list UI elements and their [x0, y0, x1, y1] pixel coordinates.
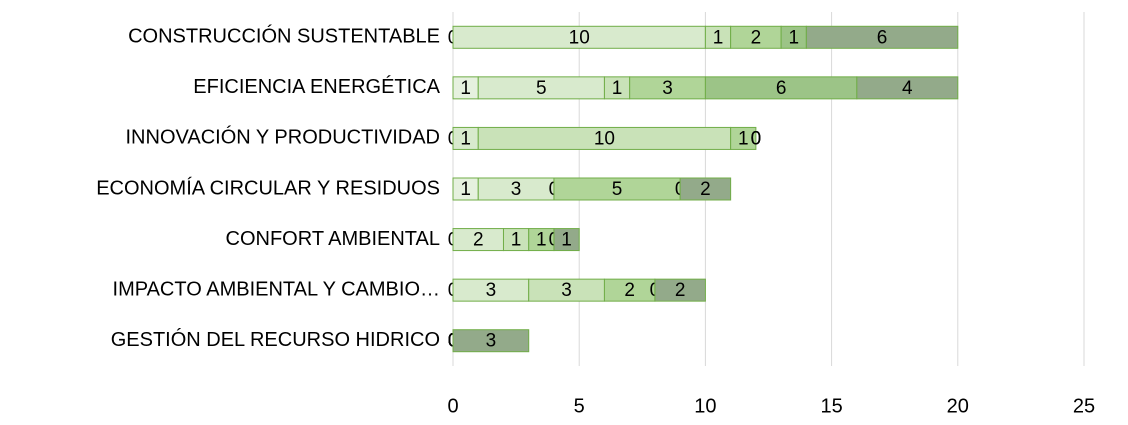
category-label: CONSTRUCCIÓN SUSTENTABLE — [128, 25, 440, 48]
category-label: INNOVACIÓN Y PRODUCTIVIDAD — [126, 126, 441, 149]
category-label: GESTIÓN DEL RECURSO HIDRICO — [111, 328, 440, 351]
category-label: EFICIENCIA ENERGÉTICA — [193, 75, 440, 98]
data-label: 0 — [751, 128, 762, 149]
data-label: 2 — [675, 280, 686, 301]
bar-segment — [730, 126, 757, 150]
data-label: 6 — [877, 27, 888, 48]
data-label: 1 — [536, 230, 547, 251]
x-tick-label: 5 — [574, 395, 585, 417]
bar-segment — [654, 278, 706, 302]
bar-segment — [553, 228, 580, 252]
data-label: 1 — [511, 230, 522, 251]
bar-segment — [679, 177, 732, 201]
data-label: 2 — [473, 230, 484, 251]
data-label: 3 — [486, 280, 497, 301]
data-label: 10 — [594, 128, 615, 149]
category-label: IMPACTO AMBIENTAL Y CAMBIO… — [113, 278, 440, 300]
category-label: CONFORT AMBIENTAL — [226, 228, 440, 250]
data-label: 2 — [700, 179, 711, 200]
x-tick-label: 20 — [947, 395, 969, 417]
data-label: 3 — [561, 280, 572, 301]
data-label: 2 — [751, 27, 762, 48]
data-label: 1 — [788, 27, 799, 48]
data-label: 1 — [738, 128, 749, 149]
data-label: 2 — [624, 280, 635, 301]
x-tick-label: 10 — [694, 395, 716, 417]
data-label: 1 — [713, 27, 724, 48]
data-label: 3 — [486, 331, 497, 352]
x-tick-label: 15 — [820, 395, 842, 417]
data-label: 0 — [751, 128, 762, 149]
bar-segment — [856, 76, 959, 100]
category-label: ECONOMÍA CIRCULAR Y RESIDUOS — [96, 176, 440, 199]
data-label: 3 — [511, 179, 522, 200]
data-label: 1 — [460, 179, 471, 200]
data-label: 1 — [561, 230, 572, 251]
data-label: 6 — [776, 78, 787, 99]
data-label: 1 — [612, 78, 623, 99]
data-label: 5 — [536, 78, 547, 99]
data-label: 10 — [569, 27, 590, 48]
data-label: 1 — [460, 128, 471, 149]
x-tick-label: 0 — [447, 395, 458, 417]
bar-segment — [805, 25, 959, 49]
data-label: 1 — [460, 78, 471, 99]
bar-segment — [452, 329, 530, 353]
data-label: 5 — [612, 179, 623, 200]
data-label: 4 — [902, 78, 913, 99]
x-tick-label: 25 — [1073, 395, 1095, 417]
data-label: 3 — [662, 78, 673, 99]
